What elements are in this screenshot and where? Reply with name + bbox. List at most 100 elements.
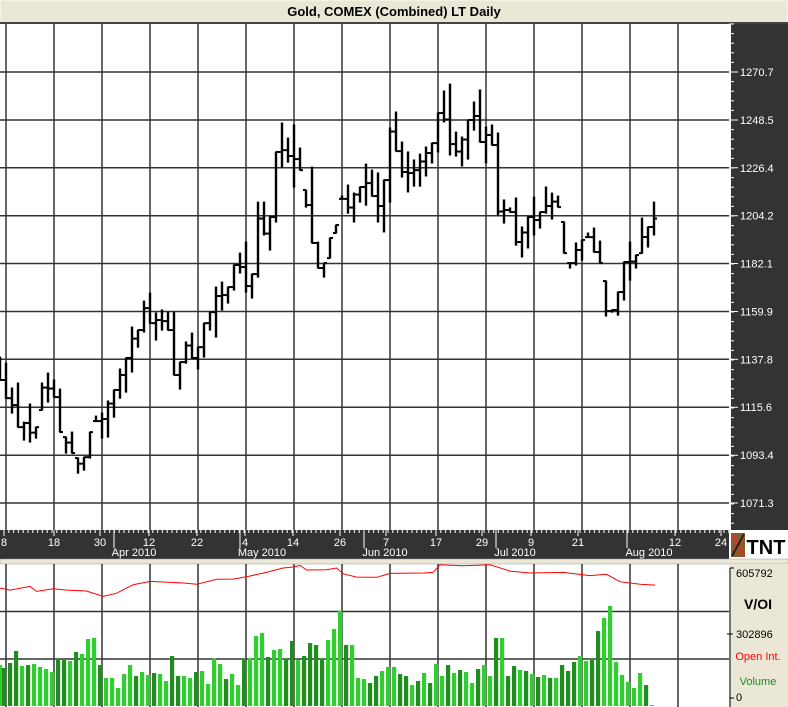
volume-bar [572, 662, 577, 706]
date-tick-label: 9 [528, 537, 534, 549]
volume-bar [74, 652, 79, 706]
date-tick-label: 30 [94, 537, 106, 549]
volume-bar [602, 618, 607, 706]
volume-bar [638, 673, 643, 706]
volume-bar [290, 641, 295, 706]
price-bar [141, 300, 147, 333]
volume-axis-zero: 0 [736, 692, 742, 704]
volume-bar [158, 674, 163, 706]
volume-bar [56, 658, 61, 706]
price-bar [651, 201, 657, 236]
date-tick-label: 8 [1, 537, 7, 549]
volume-bar [650, 705, 655, 707]
volume-bar [128, 665, 133, 706]
volume-bar [278, 649, 283, 706]
panel-splitter[interactable] [0, 558, 788, 565]
date-tick-label: 4 [242, 537, 248, 549]
price-bar [639, 217, 645, 255]
price-bar [207, 311, 213, 331]
volume-bar [32, 664, 37, 706]
price-bar [627, 241, 633, 281]
price-bar [315, 241, 321, 270]
price-bar [645, 225, 651, 248]
volume-bar [206, 684, 211, 706]
open-interest-line [0, 564, 656, 597]
price-bar [537, 211, 543, 229]
price-bar [93, 415, 99, 423]
volume-bar [230, 674, 235, 706]
volume-bar [122, 674, 127, 706]
volume-bar [260, 633, 265, 706]
price-bar [39, 382, 45, 412]
price-bar [399, 141, 405, 178]
price-bar [285, 137, 291, 163]
volume-bar [152, 673, 157, 706]
volume-bar [566, 671, 571, 706]
legend-volume: Volume [740, 676, 777, 688]
volume-bar [356, 678, 361, 706]
price-bar [465, 118, 471, 160]
volume-bar [302, 656, 307, 706]
volume-bar [218, 664, 223, 706]
volume-bar [308, 643, 313, 706]
price-bar [339, 195, 345, 200]
volume-bar [530, 674, 535, 706]
volume-bar [98, 665, 103, 706]
volume-bar [590, 658, 595, 706]
volume-bar [116, 688, 121, 706]
price-bar [237, 252, 243, 274]
price-bar [105, 400, 111, 438]
price-tick-label: 1093.4 [740, 450, 774, 462]
date-tick-label: 17 [430, 537, 442, 549]
volume-bar [236, 685, 241, 706]
price-bar [327, 237, 333, 260]
volume-bar [224, 679, 229, 706]
volume-bar [332, 629, 337, 706]
date-tick-label: 22 [191, 537, 203, 549]
price-bar [369, 169, 375, 198]
volume-bar [338, 610, 343, 706]
volume-bar [140, 672, 145, 706]
price-bar [429, 142, 435, 164]
price-bar [267, 216, 273, 251]
volume-bar [254, 636, 259, 706]
volume-bar [470, 683, 475, 706]
price-bar [411, 159, 417, 187]
price-bar [21, 421, 27, 441]
chart-title: Gold, COMEX (Combined) LT Daily [287, 4, 501, 19]
volume-bar [200, 671, 205, 706]
volume-bar [464, 672, 469, 706]
price-bar [51, 379, 57, 399]
price-bar [87, 431, 93, 459]
price-bar [3, 362, 9, 400]
date-tick-label: 24 [715, 537, 727, 549]
price-bar [441, 90, 447, 123]
price-bar [201, 322, 207, 358]
volume-bar [38, 667, 43, 706]
month-label: Jun 2010 [362, 547, 407, 559]
price-bar [519, 226, 525, 258]
price-bar [255, 201, 261, 278]
volume-bar [398, 674, 403, 706]
volume-bar [440, 676, 445, 706]
volume-bar [428, 683, 433, 706]
volume-bar [632, 688, 637, 706]
price-tick-label: 1071.3 [740, 498, 774, 510]
volume-bar [134, 676, 139, 706]
volume-bar [0, 665, 3, 706]
price-bar [63, 436, 69, 454]
price-bar [513, 197, 519, 246]
price-bar [69, 431, 75, 455]
price-bar [261, 201, 267, 236]
date-axis-ticks: 8 18 30 12 22 4 14 26 7 17 29 9 21 12 24 Apr 2010 May 20… [1, 530, 730, 559]
price-bar [423, 146, 429, 177]
price-bar [81, 456, 87, 471]
volume-bar [368, 683, 373, 706]
price-bar [489, 124, 495, 147]
price-bar [531, 196, 537, 236]
volume-bar [248, 658, 253, 706]
volume-bar [110, 678, 115, 706]
price-tick-label: 1226.4 [740, 163, 774, 175]
volume-bar [614, 662, 619, 706]
